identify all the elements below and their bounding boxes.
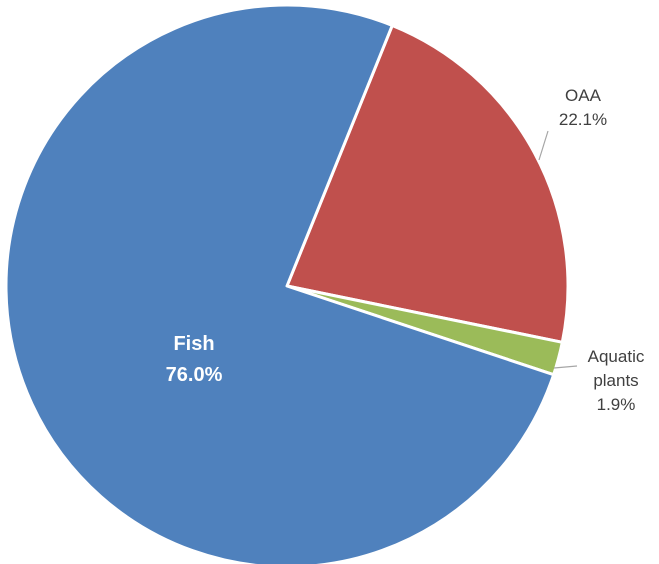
slice-category-text: Aquatic	[588, 347, 645, 366]
slice-category-text: plants	[593, 371, 638, 390]
slice-label-fish: Fish 76.0%	[166, 333, 223, 386]
slice-category-text: OAA	[565, 86, 602, 105]
slice-label-oaa: OAA 22.1%	[559, 86, 607, 129]
pie-slice-fish	[4, 3, 556, 564]
pie-slice-oaa	[285, 23, 570, 344]
slice-value-text: 1.9%	[597, 395, 636, 414]
slice-value-text: 22.1%	[559, 110, 607, 129]
slice-labels: OAA 22.1% Aquatic plants 1.9% Fish 76.0%	[166, 86, 645, 414]
slice-label-aquatic-plants: Aquatic plants 1.9%	[588, 347, 645, 414]
leader-lines	[538, 130, 578, 369]
slice-value-text: 76.0%	[166, 364, 223, 386]
leader-line-oaa	[538, 130, 549, 161]
leader-line-aquatic-plants	[553, 365, 578, 369]
slice-category-text: Fish	[173, 333, 214, 355]
pie-slices	[4, 3, 570, 564]
